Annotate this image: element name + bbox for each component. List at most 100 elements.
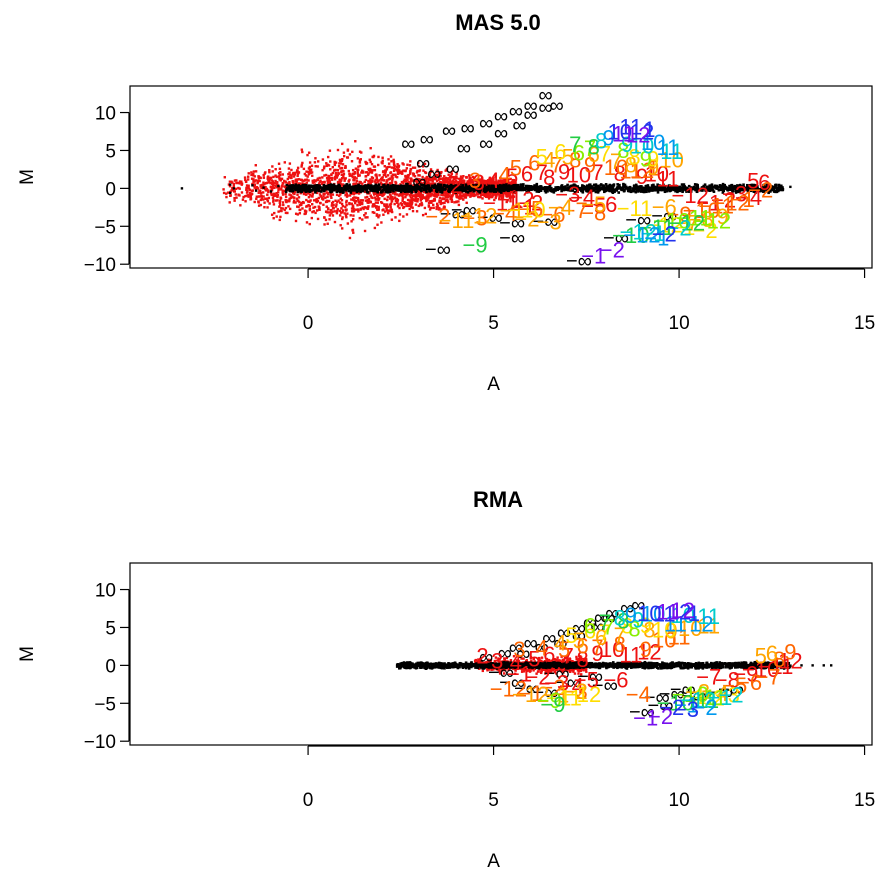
outlier-point [340, 159, 344, 163]
outlier-point [373, 211, 376, 214]
outlier-point [390, 209, 393, 213]
labelled-point: ∞ [538, 97, 552, 119]
band-point [568, 187, 572, 191]
outlier-point [364, 178, 368, 182]
outlier-point [325, 176, 329, 180]
outlier-point [375, 205, 378, 208]
outlier-point [310, 164, 314, 167]
labelled-series: 2 3 4 5 6 78 910−11−12−1−2 −3−4−5−67 8 91011−12−1… [450, 159, 770, 219]
outlier-point [390, 166, 394, 169]
outlier-point [436, 202, 439, 206]
band-point [748, 188, 752, 191]
outlier-point [366, 207, 370, 210]
band-point [674, 189, 677, 193]
band-point [391, 187, 394, 191]
outlier-point [462, 175, 465, 178]
outlier-point [287, 175, 291, 179]
outlier-point [364, 171, 368, 174]
outlier-point [254, 179, 258, 182]
outlier-point [341, 216, 344, 219]
outlier-point [504, 191, 507, 194]
outlier-point [383, 165, 386, 168]
outlier-point [511, 178, 515, 182]
outlier-point [360, 151, 363, 154]
outlier-point [377, 205, 380, 209]
outlier-point [374, 178, 377, 182]
outlier-point [263, 201, 266, 204]
outlier-point [371, 205, 374, 208]
outlier-point [259, 192, 263, 195]
outlier-point [339, 201, 342, 204]
band-point [510, 187, 513, 191]
outlier-point [309, 170, 312, 173]
outlier-point [382, 193, 385, 197]
outlier-point [390, 200, 394, 203]
outlier-point [383, 197, 386, 201]
band-point [592, 183, 596, 187]
outlier-point [389, 155, 393, 158]
outlier-point [391, 176, 394, 179]
labelled-point: 7 [591, 160, 603, 185]
outlier-point [276, 194, 280, 197]
band-point [547, 186, 551, 189]
band-point [374, 186, 378, 189]
outlier-point [456, 181, 459, 184]
outlier-point [262, 173, 265, 177]
band-point [671, 185, 675, 188]
outlier-point [423, 162, 427, 166]
outlier-point [410, 202, 414, 205]
band-point [433, 183, 437, 187]
outlier-point [274, 179, 277, 183]
outlier-point [334, 205, 338, 208]
outlier-point [322, 195, 325, 198]
outlier-point [479, 178, 482, 181]
outlier-point [338, 214, 342, 217]
band-point [632, 189, 635, 193]
outlier-point [413, 166, 417, 169]
band-point [454, 191, 457, 194]
outlier-point [432, 193, 435, 196]
outlier-point [414, 179, 417, 183]
labelled-point: ∞ [524, 104, 538, 126]
band-point [486, 188, 489, 191]
outlier-point [328, 218, 331, 221]
band-point [608, 187, 611, 191]
band-point [674, 184, 678, 188]
outlier-point [314, 165, 317, 168]
outlier-point [545, 669, 549, 673]
outlier-point [488, 180, 491, 183]
band-point [731, 185, 734, 189]
labelled-point: −10 [508, 197, 545, 222]
outlier-point [409, 160, 412, 163]
band-point [736, 184, 739, 187]
band-point [728, 184, 731, 188]
band-point [460, 189, 464, 193]
outlier-point [436, 168, 439, 172]
data-layer: ∞ ∞∞ ∞∞ ∞ ∞ ∞ ∞ ∞ ∞ ∞ ∞∞ ∞ ∞ ∞∞ ∞∞−∞−∞ −∞−∞ −∞−∞−∞ −∞−∞−∞… [180, 86, 792, 268]
outlier-point [423, 178, 426, 182]
outlier-point [233, 179, 237, 182]
labelled-point: ∞ [427, 163, 441, 185]
band-point [586, 186, 590, 190]
outlier-point [336, 174, 339, 177]
outlier-point [358, 203, 362, 206]
band-point [384, 185, 388, 188]
outlier-point [262, 195, 265, 198]
labelled-point: −2 [652, 222, 677, 247]
outlier-point [338, 158, 342, 162]
band-point [415, 183, 419, 187]
band-point [696, 186, 699, 190]
band-point [724, 185, 728, 189]
band-point [500, 191, 503, 194]
outlier-point [444, 178, 447, 182]
outlier-point [477, 178, 481, 181]
outlier-point [290, 174, 293, 178]
outlier-point [277, 172, 281, 175]
outlier-point [311, 179, 314, 183]
band-point [533, 184, 536, 187]
band-point [648, 187, 652, 190]
outlier-point [376, 201, 379, 204]
outlier-point [339, 167, 342, 170]
band-point [685, 190, 688, 193]
band-point [634, 190, 638, 194]
